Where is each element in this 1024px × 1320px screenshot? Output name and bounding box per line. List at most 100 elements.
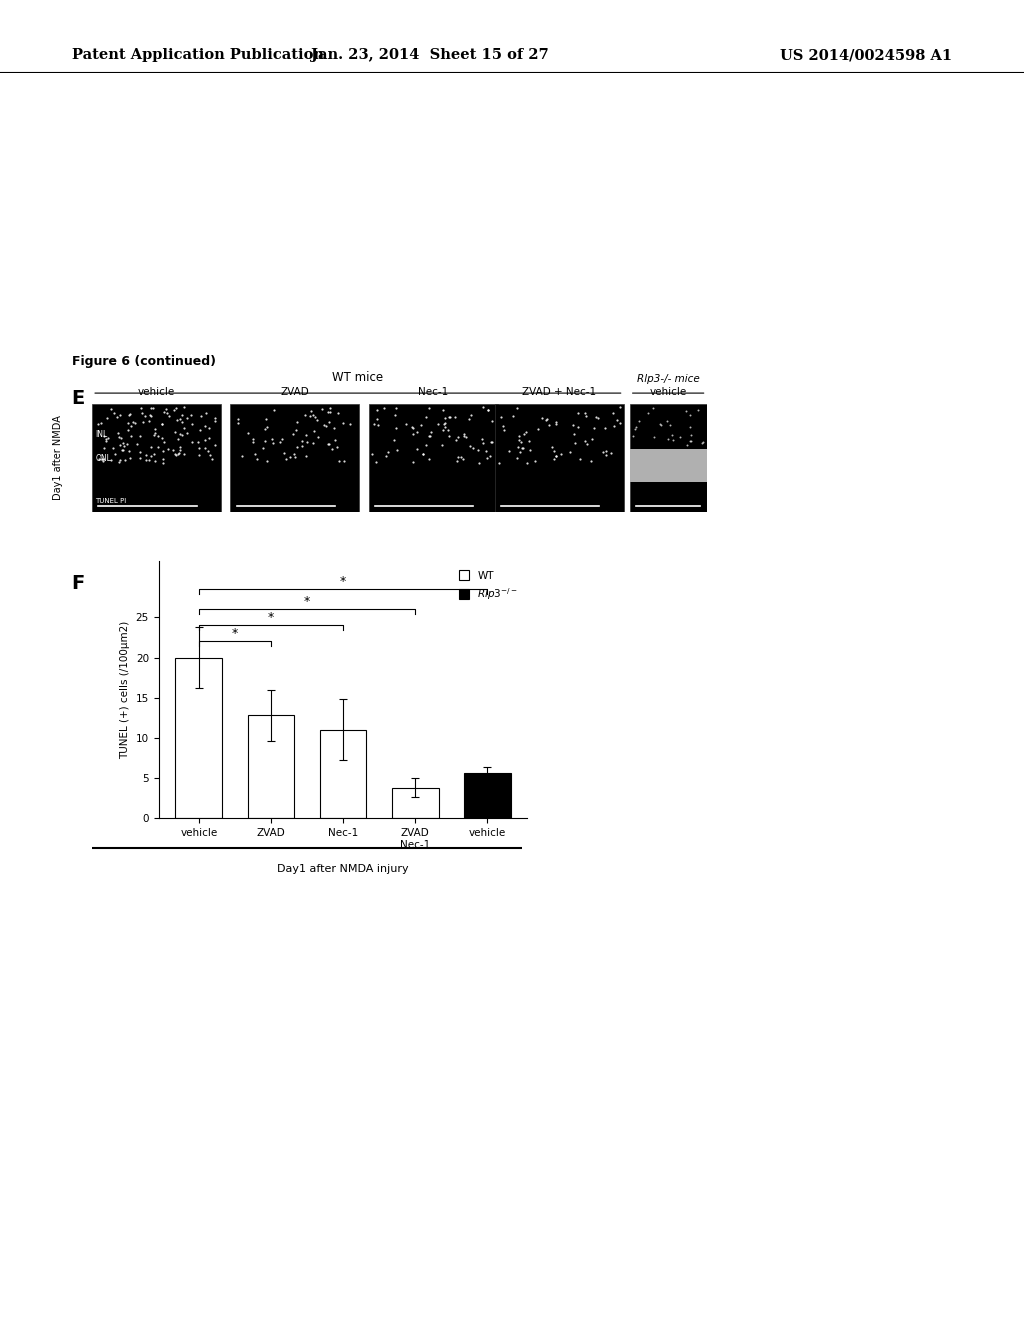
Point bbox=[120, 420, 136, 441]
Point bbox=[170, 444, 186, 465]
Point bbox=[584, 429, 600, 450]
Point bbox=[321, 433, 337, 454]
Point bbox=[515, 437, 531, 458]
Point bbox=[387, 405, 403, 426]
Point bbox=[183, 414, 200, 436]
Point bbox=[437, 417, 454, 438]
Point bbox=[456, 424, 472, 445]
Bar bbox=[630, 404, 707, 512]
Point bbox=[154, 428, 170, 449]
Point bbox=[178, 407, 195, 428]
Point bbox=[518, 422, 535, 444]
Point bbox=[513, 437, 529, 458]
Point bbox=[122, 447, 138, 469]
Point bbox=[147, 450, 164, 471]
Point bbox=[109, 407, 125, 428]
Point bbox=[146, 444, 163, 465]
Point bbox=[282, 446, 298, 467]
Point bbox=[518, 453, 535, 474]
Text: Patent Application Publication: Patent Application Publication bbox=[72, 49, 324, 62]
Point bbox=[121, 441, 137, 462]
Text: vehicle: vehicle bbox=[138, 388, 175, 397]
Point bbox=[679, 434, 695, 455]
Point bbox=[561, 441, 578, 462]
Text: Day1 after NMDA: Day1 after NMDA bbox=[53, 416, 63, 500]
Point bbox=[259, 417, 275, 438]
Point bbox=[565, 414, 582, 436]
Point bbox=[322, 401, 338, 422]
Point bbox=[434, 434, 451, 455]
Point bbox=[598, 445, 614, 466]
Point bbox=[145, 424, 162, 445]
Point bbox=[450, 426, 466, 447]
Point bbox=[479, 399, 496, 420]
Point bbox=[398, 413, 415, 434]
Point bbox=[229, 413, 246, 434]
Point bbox=[183, 405, 200, 426]
Point bbox=[497, 420, 513, 441]
Point bbox=[682, 417, 698, 438]
Point bbox=[97, 428, 114, 449]
Point bbox=[96, 438, 113, 459]
Point bbox=[317, 414, 334, 436]
Point bbox=[415, 444, 431, 465]
Point bbox=[167, 444, 183, 465]
Point bbox=[548, 446, 564, 467]
Point bbox=[171, 442, 187, 463]
Point bbox=[207, 411, 223, 432]
Point bbox=[529, 418, 546, 440]
Text: ZVAD + Nec-1: ZVAD + Nec-1 bbox=[522, 388, 596, 397]
Point bbox=[271, 432, 288, 453]
Point bbox=[595, 441, 611, 462]
Point bbox=[335, 412, 351, 433]
Point bbox=[510, 437, 526, 458]
Point bbox=[527, 450, 544, 471]
Point bbox=[694, 432, 711, 453]
Point bbox=[478, 447, 495, 469]
Point bbox=[299, 432, 315, 453]
Point bbox=[122, 404, 138, 425]
Point bbox=[94, 450, 111, 471]
Point bbox=[579, 433, 595, 454]
Text: ZVAD: ZVAD bbox=[281, 388, 309, 397]
Point bbox=[683, 430, 699, 451]
Point bbox=[98, 407, 115, 428]
Point bbox=[144, 397, 161, 418]
Point bbox=[198, 403, 214, 424]
Point bbox=[483, 411, 500, 432]
Point bbox=[449, 450, 465, 471]
Point bbox=[569, 403, 586, 424]
Point bbox=[305, 433, 322, 454]
Point bbox=[370, 414, 386, 436]
Point bbox=[502, 440, 518, 461]
Point bbox=[174, 424, 190, 445]
Point bbox=[665, 429, 681, 450]
Point bbox=[418, 434, 434, 455]
Point bbox=[509, 397, 525, 418]
Point bbox=[640, 403, 656, 424]
Point bbox=[133, 403, 150, 424]
Point bbox=[112, 449, 128, 470]
Point bbox=[125, 411, 141, 432]
Point bbox=[113, 404, 129, 425]
Text: F: F bbox=[72, 574, 85, 593]
Point bbox=[625, 425, 641, 446]
Point bbox=[435, 400, 452, 421]
Point bbox=[566, 424, 583, 445]
Point bbox=[165, 440, 181, 461]
Point bbox=[95, 449, 112, 470]
Point bbox=[172, 424, 188, 445]
Point bbox=[578, 430, 594, 451]
Point bbox=[245, 432, 261, 453]
Point bbox=[435, 413, 452, 434]
Point bbox=[127, 413, 143, 434]
Point bbox=[603, 442, 620, 463]
Point bbox=[479, 400, 496, 421]
Point bbox=[143, 397, 160, 418]
Point bbox=[435, 420, 452, 441]
Point bbox=[298, 445, 314, 466]
Point bbox=[319, 434, 336, 455]
Point bbox=[690, 400, 707, 421]
Text: Figure 6 (continued): Figure 6 (continued) bbox=[72, 355, 216, 368]
Point bbox=[512, 442, 528, 463]
